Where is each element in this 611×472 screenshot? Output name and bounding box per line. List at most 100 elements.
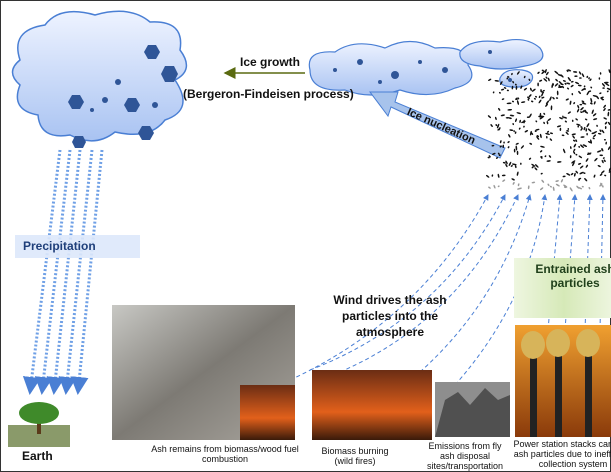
ash-particle <box>503 141 505 143</box>
ash-particle <box>575 81 580 84</box>
ash-particle <box>586 75 588 78</box>
wind-label: Wind drives the ash particles into the a… <box>325 292 455 340</box>
ash-particle <box>583 172 585 174</box>
ash-particle <box>573 151 576 155</box>
ash-particle <box>497 185 500 187</box>
ash-particle <box>537 71 540 74</box>
entrained-label: Entrained ash particles <box>520 262 611 290</box>
ash-particle <box>513 130 515 132</box>
ash-particle <box>578 146 580 149</box>
ash-particle <box>592 113 596 117</box>
ash-particle <box>546 160 550 162</box>
ash-particle <box>557 91 559 96</box>
ash-particle <box>578 71 581 75</box>
ash-particle <box>580 107 584 111</box>
ash-particle <box>596 125 598 128</box>
ash-particle <box>509 129 513 131</box>
ash-particle <box>575 118 578 121</box>
ash-particle <box>566 173 571 177</box>
ash-particle <box>548 77 551 81</box>
ash-particle <box>486 174 490 178</box>
ash-particle <box>543 112 546 115</box>
ash-particle <box>584 178 588 182</box>
ash-particle <box>491 174 493 177</box>
ash-particle <box>586 123 590 128</box>
ash-particle <box>593 101 596 105</box>
ash-particle <box>515 142 519 145</box>
ash-particle <box>507 102 512 104</box>
ash-particle <box>515 165 517 168</box>
ash-particle <box>590 98 593 103</box>
ash-particle <box>528 157 531 160</box>
ash-particle <box>578 163 582 166</box>
ash-particle <box>495 80 500 82</box>
tree-crown <box>19 402 59 424</box>
ash-particle <box>567 111 571 114</box>
ash-particle <box>523 87 527 91</box>
ash-particle <box>605 126 607 129</box>
ash-particle <box>569 187 573 192</box>
ash-particle <box>603 108 606 112</box>
ash-particle <box>550 185 553 188</box>
ash-particle <box>520 163 522 165</box>
ash-particle <box>604 139 606 141</box>
ash-particle <box>571 133 576 136</box>
ash-particle <box>512 100 515 102</box>
ash-particle <box>528 113 532 118</box>
ash-particle <box>515 118 518 122</box>
ash-particle <box>572 135 575 139</box>
ash-particle <box>493 185 496 189</box>
ash-particle <box>515 145 517 150</box>
ash-particle <box>518 127 521 130</box>
ash-particle <box>545 76 548 79</box>
ash-particle <box>601 129 605 133</box>
ash-particle <box>552 186 554 191</box>
ash-particle <box>599 154 603 156</box>
ash-particle <box>531 181 535 183</box>
ash-particle <box>578 84 582 86</box>
ash-particle <box>566 82 570 85</box>
ash-particle <box>576 108 579 112</box>
ash-particle <box>564 120 567 123</box>
ash-particle <box>537 82 539 86</box>
ash-particle <box>599 173 602 176</box>
ash-particle <box>546 136 548 139</box>
ash-particle <box>583 127 585 131</box>
ash-particle <box>545 132 550 135</box>
ice-growth-label: Ice growth <box>240 55 300 69</box>
ash-particle <box>560 128 562 131</box>
ash-particle <box>517 100 520 105</box>
ash-particle <box>574 75 577 77</box>
ash-particle <box>585 128 587 132</box>
ash-particle <box>557 125 562 128</box>
ash-particle <box>529 142 532 145</box>
ash-particle <box>540 134 543 139</box>
ash-particle <box>577 126 579 128</box>
ash-particle <box>567 128 569 130</box>
ash-particle <box>562 175 565 177</box>
ash-particle <box>535 120 538 123</box>
ash-particle <box>586 91 590 96</box>
ash-particle <box>605 141 607 144</box>
ash-particle <box>534 98 537 101</box>
ash-particle <box>565 131 569 135</box>
ash-particle <box>592 137 595 139</box>
ash-particle <box>574 173 576 177</box>
ash-particle <box>579 165 583 169</box>
ash-particle <box>570 155 572 158</box>
ash-particle <box>567 87 570 90</box>
ash-particle <box>498 108 501 112</box>
ash-particle <box>530 87 533 91</box>
ash-particle <box>597 165 601 168</box>
ash-particle <box>566 130 569 132</box>
ash-particle <box>517 187 522 190</box>
ash-particle <box>570 84 574 87</box>
ash-particle <box>579 104 582 106</box>
ember-inset <box>240 385 295 440</box>
ash-particle <box>507 90 509 92</box>
ash-particle <box>577 105 580 109</box>
ash-particle <box>541 96 545 99</box>
ash-particle <box>540 173 543 175</box>
ash-particle <box>512 182 515 186</box>
ash-particle <box>604 121 607 125</box>
